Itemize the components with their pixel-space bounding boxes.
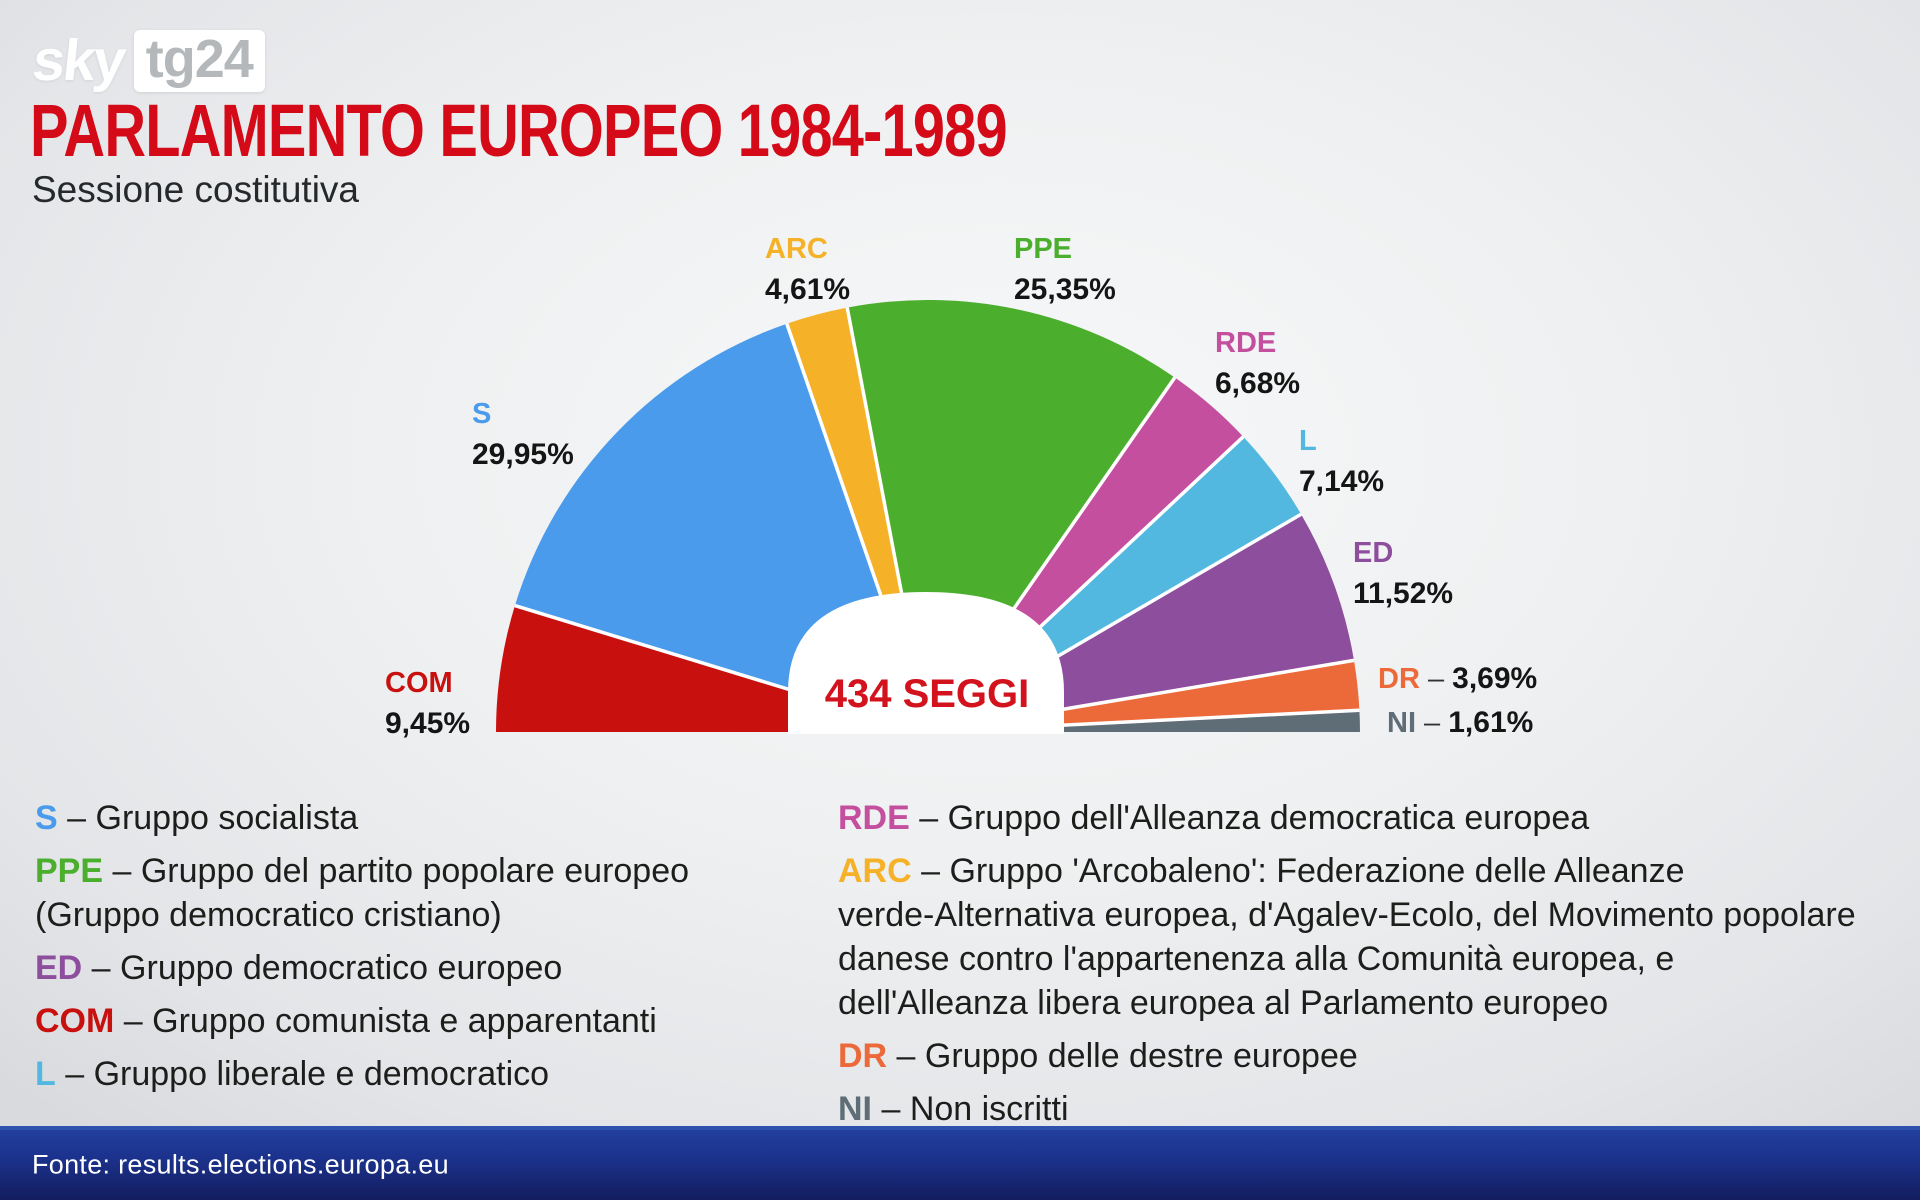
legend-code: DR <box>838 1037 888 1075</box>
legend-description: Gruppo dell'Alleanza democratica europea <box>947 799 1590 837</box>
legend-description: Gruppo del partito popolare europeo (Gru… <box>35 852 690 934</box>
source-text: Fonte: results.elections.europa.eu <box>32 1149 449 1180</box>
chart-label-value: 7,14% <box>1299 465 1385 498</box>
legend-code: ARC <box>838 852 912 890</box>
donut-hole <box>788 592 1064 734</box>
chart-label-value: 11,52% <box>1353 577 1454 610</box>
legend-code: NI <box>838 1090 872 1128</box>
legend-description: Gruppo 'Arcobaleno': Federazione delle A… <box>838 852 1856 1022</box>
chart-label-ARC: ARC 4,61% <box>765 232 850 307</box>
chart-label-ED: ED 11,52% <box>1353 536 1453 611</box>
legend-description: Gruppo delle destre europee <box>924 1037 1358 1075</box>
chart-label-RDE: RDE 6,68% <box>1215 326 1300 401</box>
dash-separator: – <box>55 1055 94 1093</box>
dash-separator: – <box>1419 663 1453 695</box>
legend-code: PPE <box>35 852 104 890</box>
chart-label-code: RDE <box>1215 327 1277 359</box>
legend-column-left: S – Gruppo socialista PPE – Gruppo del pa… <box>35 796 725 1105</box>
dash-separator: – <box>103 852 141 890</box>
chart-label-code: ED <box>1353 537 1394 569</box>
dash-separator: – <box>82 949 121 987</box>
legend-description: Gruppo democratico europeo <box>120 949 563 987</box>
dash-separator: – <box>911 852 950 890</box>
legend-item-ED: ED – Gruppo democratico europeo <box>35 946 725 990</box>
legend-code: L <box>35 1055 56 1093</box>
chart-label-code: ARC <box>765 233 828 265</box>
legend-description: Non iscritti <box>909 1090 1069 1128</box>
dash-separator: – <box>872 1090 910 1128</box>
legend-item-RDE: RDE – Gruppo dell'Alleanza democratica e… <box>838 796 1898 840</box>
chart-label-value: 4,61% <box>765 273 851 306</box>
chart-label-DR: DR – 3,69% <box>1378 662 1537 696</box>
chart-label-S: S 29,95% <box>472 397 574 472</box>
legend-description: Gruppo liberale e democratico <box>93 1055 550 1093</box>
chart-label-PPE: PPE 25,35% <box>1014 232 1116 307</box>
legend-item-ARC: ARC – Gruppo 'Arcobaleno': Federazione d… <box>838 849 1898 1025</box>
dash-separator: – <box>1416 707 1449 739</box>
seats-total-label: 434 SEGGI <box>824 672 1030 716</box>
page-subtitle: Sessione costitutiva <box>32 169 360 210</box>
chart-label-COM: COM 9,45% <box>385 666 470 741</box>
chart-label-code: L <box>1299 425 1317 457</box>
legend-description: Gruppo socialista <box>95 799 359 837</box>
legend-column-right: RDE – Gruppo dell'Alleanza democratica e… <box>838 796 1898 1140</box>
chart-label-code: DR <box>1378 663 1420 695</box>
chart-label-value: 29,95% <box>472 438 574 471</box>
legend-code: ED <box>35 949 83 987</box>
chart-label-code: NI <box>1387 707 1416 739</box>
chart-label-code: COM <box>385 667 453 699</box>
legend-code: S <box>35 799 58 837</box>
chart-label-NI: NI – 1,61% <box>1387 706 1533 740</box>
sky-tg24-logo: sky tg24 <box>30 28 265 93</box>
legend-code: RDE <box>838 799 910 837</box>
legend-code: COM <box>35 1002 115 1040</box>
legend-item-COM: COM – Gruppo comunista e apparentanti <box>35 999 725 1043</box>
chart-label-code: S <box>472 398 492 430</box>
chart-label-value: 9,45% <box>385 707 471 740</box>
chart-label-code: PPE <box>1014 233 1073 265</box>
dash-separator: – <box>909 799 948 837</box>
chart-label-value: 6,68% <box>1215 367 1301 400</box>
chart-label-L: L 7,14% <box>1299 424 1384 499</box>
legend-item-DR: DR – Gruppo delle destre europee <box>838 1034 1898 1078</box>
legend-item-PPE: PPE – Gruppo del partito popolare europe… <box>35 849 725 937</box>
dash-separator: – <box>887 1037 925 1075</box>
chart-label-value: 3,69% <box>1452 662 1538 695</box>
chart-label-value: 1,61% <box>1448 706 1534 739</box>
dash-separator: – <box>114 1002 153 1040</box>
tg24-badge: tg24 <box>133 29 265 92</box>
dash-separator: – <box>57 799 96 837</box>
legend-item-NI: NI – Non iscritti <box>838 1087 1898 1131</box>
chart-label-value: 25,35% <box>1014 273 1116 306</box>
footer-bar: Fonte: results.elections.europa.eu <box>0 1126 1920 1200</box>
page-title: PARLAMENTO EUROPEO 1984-1989 <box>30 89 1008 172</box>
legend-description: Gruppo comunista e apparentanti <box>152 1002 657 1040</box>
legend-item-L: L – Gruppo liberale e democratico <box>35 1052 725 1096</box>
legend-item-S: S – Gruppo socialista <box>35 796 725 840</box>
